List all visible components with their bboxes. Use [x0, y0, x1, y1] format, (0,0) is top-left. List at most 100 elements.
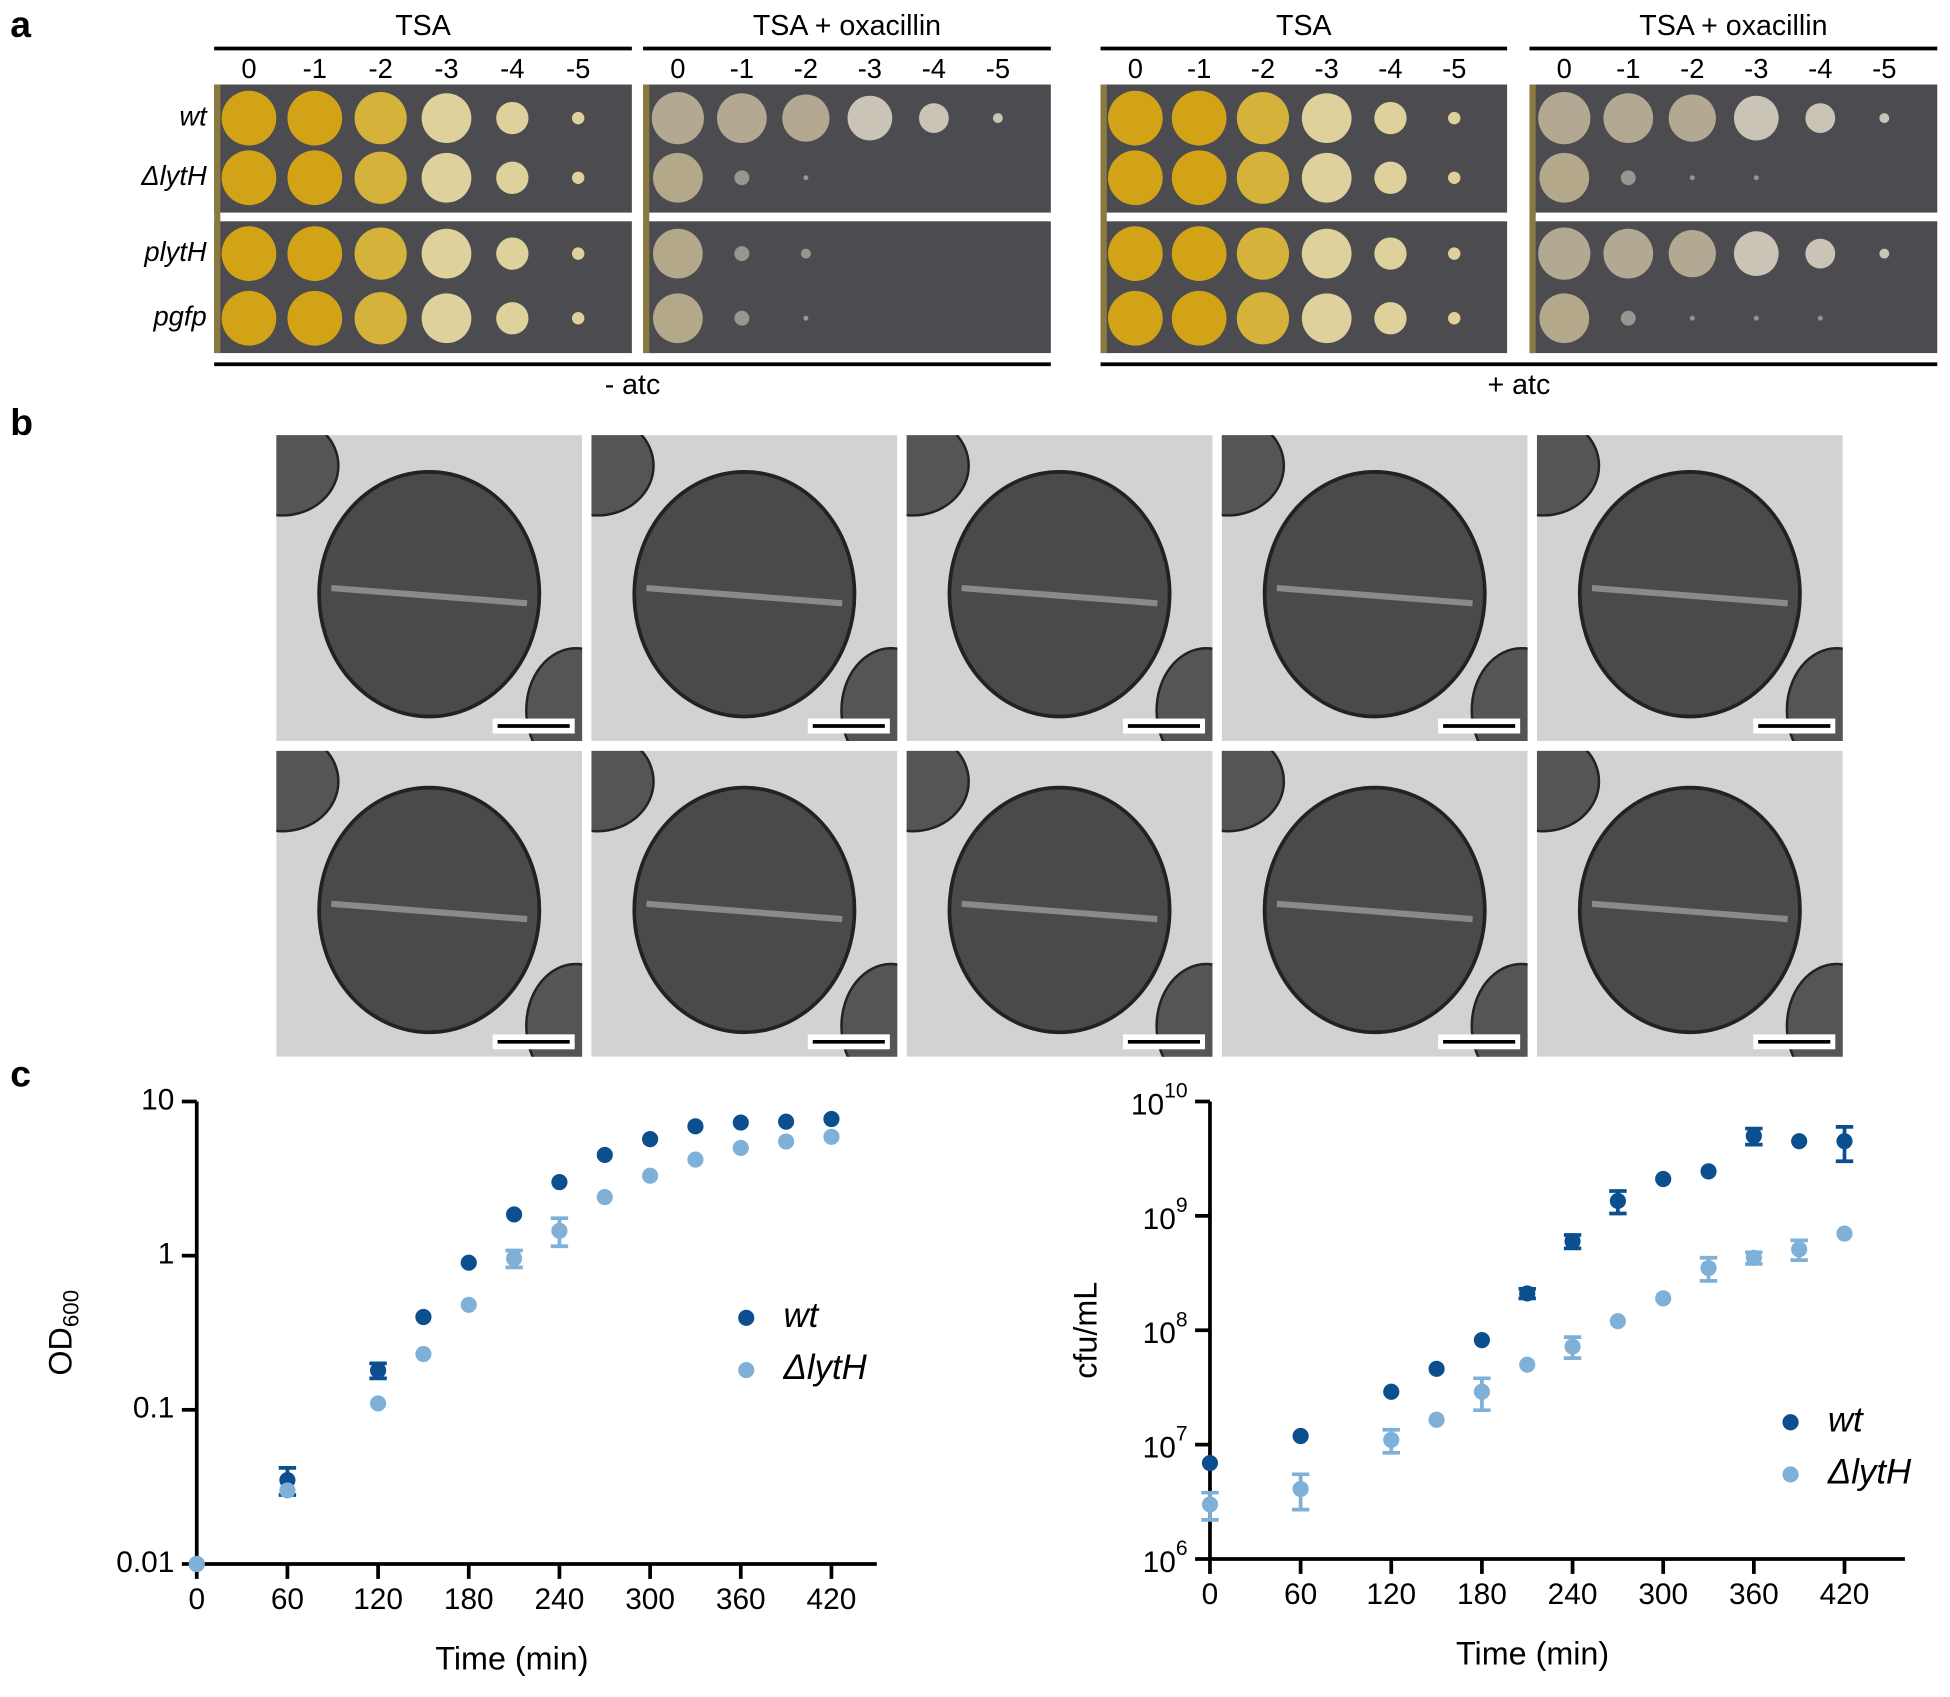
data-point	[188, 1555, 205, 1573]
colony-spot	[354, 151, 407, 204]
colony-spot	[1733, 231, 1779, 276]
data-point	[778, 1113, 795, 1130]
colony-spot	[1171, 90, 1227, 146]
colony-spot	[1603, 228, 1654, 279]
colony-spot	[496, 101, 529, 135]
colony-spot	[287, 90, 343, 146]
data-point	[687, 1151, 704, 1168]
plate	[1100, 84, 1508, 213]
data-point	[506, 1250, 523, 1267]
data-point	[642, 1167, 659, 1184]
dilution-label: -2	[1680, 53, 1704, 84]
data-point	[596, 1188, 613, 1206]
micrograph-content	[276, 750, 583, 1057]
colony-spot	[717, 93, 767, 143]
y-tick-label: 106	[1143, 1537, 1188, 1579]
data-point	[1745, 1249, 1762, 1266]
x-tick-label: 240	[535, 1583, 585, 1616]
panel-label: a	[10, 3, 31, 45]
colony-spot	[1805, 103, 1836, 134]
colony-spot	[653, 228, 703, 279]
legend-marker	[1782, 1414, 1799, 1431]
x-tick-label: 300	[625, 1583, 675, 1616]
colony-spot	[354, 91, 407, 145]
x-tick-label: 60	[1284, 1578, 1317, 1611]
colony-spot	[1374, 237, 1407, 270]
cell	[525, 962, 583, 1057]
data-point	[1383, 1383, 1400, 1400]
cell	[1221, 750, 1286, 833]
colony-spot	[496, 237, 529, 270]
data-point	[732, 1114, 749, 1131]
cell	[1785, 962, 1843, 1057]
x-tick-label: 120	[353, 1583, 403, 1616]
data-point	[506, 1206, 523, 1223]
data-point	[1201, 1496, 1219, 1513]
colony-spot	[354, 227, 407, 280]
plate	[643, 84, 1051, 213]
y-tick-label: 0.1	[133, 1392, 174, 1425]
medium-label: TSA	[395, 10, 451, 42]
data-point	[1519, 1285, 1536, 1302]
cell	[1221, 435, 1286, 517]
colony-spot	[421, 152, 472, 203]
micrograph	[1536, 435, 1843, 741]
cell	[1470, 646, 1528, 741]
data-point	[415, 1308, 432, 1326]
legend-label: wt	[1828, 1400, 1864, 1439]
y-tick-label: 1	[158, 1238, 175, 1271]
septum	[1276, 900, 1473, 923]
cell	[1155, 646, 1213, 741]
data-point	[1473, 1332, 1490, 1349]
data-point	[551, 1174, 568, 1191]
x-tick-label: 360	[1729, 1578, 1779, 1611]
strain-label: wt	[179, 100, 208, 131]
colony-spot	[1108, 90, 1163, 146]
micrograph	[276, 435, 583, 741]
colony-spot	[782, 94, 830, 142]
micrograph-content	[1221, 750, 1528, 1057]
septum	[1591, 584, 1788, 607]
colony-spot	[803, 315, 809, 321]
data-point	[687, 1118, 704, 1135]
cell	[1536, 750, 1601, 833]
micrograph-content	[906, 435, 1213, 741]
colony-spot	[221, 150, 277, 206]
colony-spot	[1301, 152, 1352, 203]
colony-spot	[287, 290, 343, 346]
septum	[1276, 584, 1473, 607]
cell	[525, 646, 583, 741]
dilution-label: -2	[794, 53, 818, 84]
micrograph-content	[1536, 750, 1843, 1057]
colony-spot	[651, 91, 704, 145]
colony-spot	[734, 310, 750, 326]
colony-spot	[221, 90, 277, 146]
colony-spot	[1301, 228, 1352, 279]
x-tick-label: 420	[807, 1583, 857, 1616]
cell	[906, 435, 970, 517]
data-point	[1655, 1170, 1672, 1188]
colony-spot	[1539, 293, 1590, 344]
colony-spot	[1236, 227, 1290, 280]
colony-spot	[800, 248, 811, 259]
dilution-label: -4	[922, 53, 946, 84]
plate	[643, 221, 1051, 354]
data-point	[415, 1345, 432, 1363]
dilution-label: -1	[303, 53, 327, 84]
colony-spot	[354, 292, 407, 345]
data-point	[1519, 1356, 1536, 1373]
colony-spot	[1448, 247, 1461, 260]
colony-spot	[1448, 171, 1461, 184]
dilution-label: -5	[566, 53, 590, 84]
dilution-label: -2	[368, 53, 392, 84]
colony-spot	[1374, 302, 1407, 335]
data-point	[1292, 1427, 1309, 1445]
legend-label: ΔlytH	[1827, 1453, 1912, 1492]
colony-spot	[1603, 93, 1654, 143]
legend-marker	[738, 1361, 755, 1379]
x-tick-label: 0	[1202, 1578, 1219, 1611]
septum	[331, 584, 528, 607]
septum	[1591, 900, 1788, 923]
cell	[840, 962, 898, 1057]
